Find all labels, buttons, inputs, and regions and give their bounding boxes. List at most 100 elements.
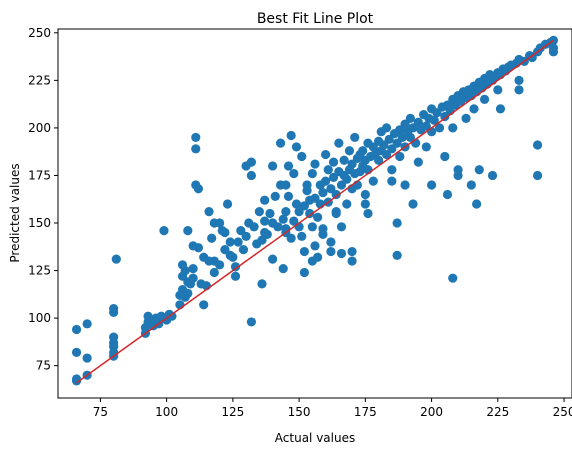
y-tick-label: 200 bbox=[28, 121, 51, 135]
y-tick-label: 150 bbox=[28, 216, 51, 230]
best-fit-line bbox=[76, 39, 554, 384]
data-point bbox=[183, 288, 193, 298]
data-point bbox=[246, 317, 257, 327]
data-point bbox=[297, 151, 307, 162]
y-tick-label: 125 bbox=[28, 264, 51, 278]
data-point bbox=[241, 231, 251, 241]
data-point bbox=[342, 174, 352, 184]
x-tick-label: 100 bbox=[155, 405, 178, 419]
data-point bbox=[230, 271, 241, 281]
data-point bbox=[532, 170, 543, 181]
data-point bbox=[469, 104, 479, 114]
data-point bbox=[109, 304, 119, 314]
data-point bbox=[479, 94, 490, 104]
data-point bbox=[347, 246, 357, 257]
data-point bbox=[188, 273, 198, 283]
data-point bbox=[191, 144, 201, 154]
x-tick-label: 150 bbox=[288, 405, 311, 419]
data-point bbox=[307, 256, 317, 266]
data-point bbox=[82, 319, 92, 329]
data-point bbox=[387, 176, 397, 186]
data-point bbox=[225, 237, 235, 247]
y-axis-ticks: 75 100 125 150 175 200 225 250 bbox=[28, 26, 58, 373]
data-point bbox=[191, 132, 201, 143]
data-point bbox=[532, 140, 543, 150]
data-point bbox=[246, 170, 257, 181]
data-point bbox=[82, 353, 92, 363]
data-point bbox=[307, 168, 317, 179]
data-point bbox=[275, 138, 286, 148]
data-point bbox=[143, 311, 153, 321]
data-point bbox=[302, 180, 312, 190]
data-point bbox=[344, 146, 355, 156]
data-point bbox=[193, 243, 204, 253]
data-point bbox=[268, 218, 278, 228]
data-point bbox=[472, 199, 482, 209]
data-point bbox=[310, 241, 320, 251]
plot-frame bbox=[57, 28, 572, 399]
y-tick-label: 100 bbox=[28, 311, 51, 325]
data-point bbox=[448, 273, 458, 283]
x-tick-label: 225 bbox=[486, 405, 509, 419]
data-point bbox=[461, 113, 471, 123]
data-point bbox=[268, 254, 278, 264]
data-point bbox=[254, 207, 264, 217]
x-tick-label: 250 bbox=[553, 405, 572, 419]
fit-line-layer bbox=[76, 39, 554, 384]
data-point bbox=[442, 189, 453, 200]
data-point bbox=[493, 85, 503, 95]
data-point bbox=[326, 246, 336, 257]
data-point bbox=[360, 199, 370, 209]
data-point bbox=[281, 207, 291, 217]
data-point bbox=[408, 199, 418, 209]
data-point bbox=[434, 123, 445, 133]
data-point bbox=[400, 180, 410, 190]
data-point bbox=[358, 146, 368, 156]
data-point bbox=[230, 262, 241, 272]
data-point bbox=[193, 184, 204, 194]
y-tick-label: 175 bbox=[28, 168, 51, 182]
data-point bbox=[363, 208, 373, 219]
data-point bbox=[426, 180, 437, 190]
data-point bbox=[299, 246, 309, 257]
data-point bbox=[220, 227, 230, 238]
data-point bbox=[440, 151, 450, 162]
x-tick-label: 125 bbox=[221, 405, 244, 419]
data-point bbox=[392, 250, 402, 260]
data-point bbox=[283, 161, 294, 171]
data-point bbox=[291, 199, 302, 209]
data-point bbox=[257, 279, 267, 289]
x-tick-label: 175 bbox=[354, 405, 377, 419]
data-point bbox=[466, 180, 476, 190]
data-point bbox=[392, 218, 402, 228]
data-point bbox=[207, 233, 217, 243]
y-tick-label: 225 bbox=[28, 73, 51, 87]
data-point bbox=[360, 189, 370, 200]
data-point bbox=[204, 256, 214, 266]
data-point bbox=[265, 208, 275, 219]
x-tick-label: 200 bbox=[420, 405, 443, 419]
data-point bbox=[429, 115, 439, 125]
x-tick-label: 75 bbox=[93, 405, 108, 419]
data-point bbox=[167, 311, 177, 321]
y-tick-label: 75 bbox=[36, 359, 51, 373]
data-point bbox=[313, 212, 323, 222]
data-point bbox=[381, 123, 392, 133]
data-point bbox=[249, 222, 259, 232]
data-point bbox=[318, 187, 328, 198]
x-axis-label: Actual values bbox=[275, 431, 355, 445]
data-point bbox=[278, 214, 288, 224]
data-point bbox=[286, 233, 296, 243]
data-point bbox=[233, 237, 243, 247]
data-point bbox=[395, 151, 405, 162]
x-axis-ticks: 75 100 125 150 175 200 225 250 bbox=[93, 398, 572, 419]
data-point bbox=[405, 113, 415, 123]
data-point bbox=[305, 208, 315, 219]
data-point bbox=[289, 168, 299, 179]
data-point bbox=[326, 237, 336, 247]
data-point bbox=[283, 191, 294, 201]
data-point bbox=[260, 227, 270, 238]
data-point bbox=[238, 245, 249, 255]
data-point bbox=[336, 222, 347, 232]
